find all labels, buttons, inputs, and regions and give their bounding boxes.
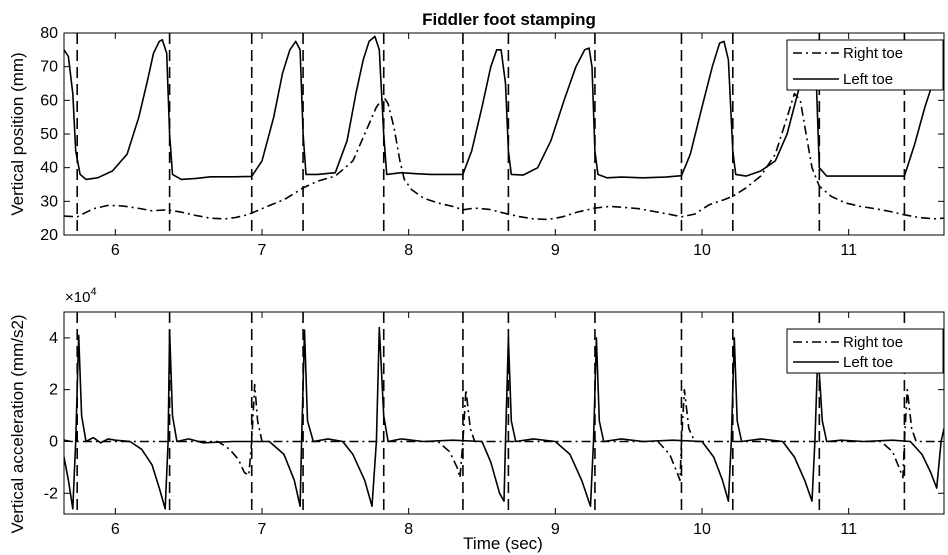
series-line-left-toe bbox=[64, 326, 944, 510]
y-tick-label: 4 bbox=[49, 330, 58, 347]
legend-box bbox=[786, 328, 944, 374]
legend-label: Left toe bbox=[843, 354, 893, 371]
legend-label: Right toe bbox=[843, 45, 903, 62]
position-panel: Fiddler foot stamping Vertical position … bbox=[8, 10, 945, 259]
x-tick-label: 8 bbox=[404, 242, 413, 259]
axes-frame bbox=[63, 311, 945, 515]
chart-title: Fiddler foot stamping bbox=[422, 10, 596, 29]
y-axis-label-position: Vertical position (mm) bbox=[8, 52, 27, 215]
acceleration-plot-area: 6 7 8 9 10 11 -2 0 2 4 bbox=[44, 311, 945, 538]
y-tick-label: 80 bbox=[40, 25, 58, 42]
x-tick-label: 9 bbox=[551, 242, 560, 259]
legend-acceleration: Right toe Left toe bbox=[786, 328, 944, 374]
legend-box bbox=[786, 39, 944, 91]
x-tick-label: 6 bbox=[111, 242, 120, 259]
y-axis-multiplier: ×104 bbox=[65, 286, 97, 306]
legend-label: Left toe bbox=[843, 71, 893, 88]
y-tick-label: 0 bbox=[49, 433, 58, 450]
y-tick-label: 30 bbox=[40, 193, 58, 210]
y-axis-label-acceleration: Vertical acceleration (mm/s2) bbox=[8, 314, 27, 533]
y-tick-label: 20 bbox=[40, 227, 58, 244]
y-tick-label: 60 bbox=[40, 92, 58, 109]
x-axis-label: Time (sec) bbox=[463, 534, 543, 553]
x-tick-label: 6 bbox=[111, 521, 120, 538]
series-line-right-toe bbox=[64, 92, 944, 221]
y-tick-label: 50 bbox=[40, 126, 58, 143]
x-tick-label: 10 bbox=[693, 521, 711, 538]
y-tick-label: 2 bbox=[49, 382, 58, 399]
legend-position: Right toe Left toe bbox=[786, 39, 944, 91]
x-tick-label: 11 bbox=[840, 242, 857, 259]
x-tick-label: 8 bbox=[404, 521, 413, 538]
x-tick-label: 9 bbox=[551, 521, 560, 538]
y-tick-label: 40 bbox=[40, 160, 58, 177]
acceleration-panel: Vertical acceleration (mm/s2) ×104 6 7 8 9 1… bbox=[8, 286, 945, 553]
position-plot-area: 6 7 8 9 10 11 20 30 40 50 60 70 80 bbox=[40, 25, 945, 259]
x-tick-label: 7 bbox=[258, 521, 267, 538]
x-tick-label: 7 bbox=[258, 242, 267, 259]
series-line-left-toe bbox=[64, 35, 944, 181]
x-tick-label: 10 bbox=[693, 242, 711, 259]
y-tick-label: -2 bbox=[44, 485, 58, 502]
x-tick-label: 11 bbox=[840, 521, 857, 538]
legend-label: Right toe bbox=[843, 334, 903, 351]
series-line-right-toe bbox=[64, 383, 944, 482]
y-tick-label: 70 bbox=[40, 59, 58, 76]
